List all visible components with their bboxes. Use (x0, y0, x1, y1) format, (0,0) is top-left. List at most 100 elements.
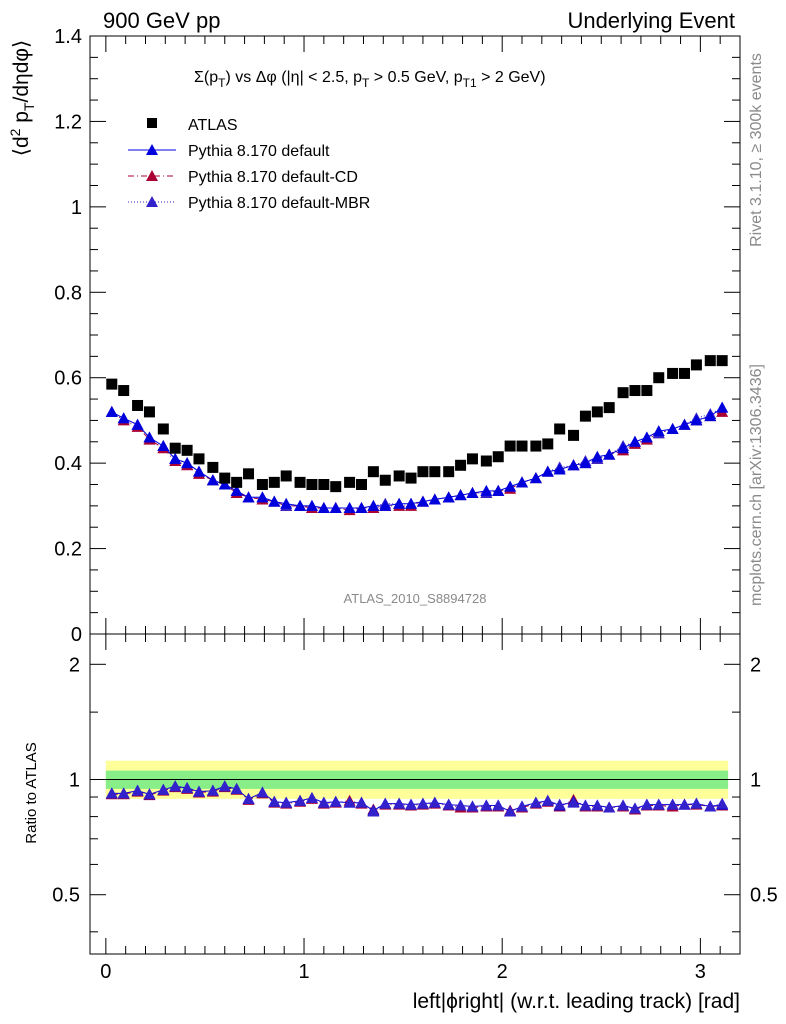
ratio-point-mbr (704, 800, 717, 812)
main-point-default (553, 463, 566, 475)
ratio-point-mbr (192, 785, 205, 797)
ratio-point-mbr (492, 799, 505, 811)
ratio-point-mbr (181, 782, 194, 794)
main-point-atlas (280, 470, 292, 482)
ratio-point-mbr (343, 796, 356, 808)
main-point-default (628, 435, 641, 447)
ratio-point-mbr (256, 786, 269, 798)
legend-label-default: Pythia 8.170 default (188, 143, 330, 160)
ratio-point-mbr (131, 784, 144, 796)
main-point-default (393, 497, 406, 509)
legend-label-cd: Pythia 8.170 default-CD (188, 169, 358, 186)
main-point-default (329, 501, 342, 513)
main-point-default (268, 495, 281, 507)
main-point-default (529, 472, 542, 484)
x-tick-label: 0 (100, 961, 111, 983)
ratio-point-mbr (480, 799, 493, 811)
ratio-point-mbr (117, 787, 130, 799)
header-left: 900 GeV pp (103, 8, 220, 33)
main-point-atlas (294, 476, 306, 488)
main-point-atlas (243, 468, 255, 480)
main-point-default (480, 484, 493, 496)
main-point-default (218, 478, 231, 490)
ratio-point-mbr (504, 805, 517, 817)
main-point-atlas (603, 402, 615, 414)
main-point-atlas (568, 429, 580, 441)
ratio-point-mbr (690, 797, 703, 809)
main-point-default (516, 476, 529, 488)
ratio-point-mbr (206, 784, 219, 796)
ratio-point-mbr (305, 791, 318, 803)
legend-label-atlas: ATLAS (188, 117, 238, 134)
main-point-default (343, 501, 356, 513)
ratio-point-mbr (591, 799, 604, 811)
main-point-atlas (268, 476, 280, 488)
main-point-default (117, 412, 130, 424)
ratio-point-mbr (579, 799, 592, 811)
main-point-atlas (455, 459, 467, 471)
main-point-atlas (417, 466, 429, 478)
main-point-default (206, 474, 219, 486)
ratio-point-mbr (454, 799, 467, 811)
ratio-y-tick-label-right: 1 (750, 770, 761, 792)
main-point-atlas (641, 385, 653, 397)
x-tick-label: 2 (497, 961, 508, 983)
ratio-point-mbr (567, 796, 580, 808)
ratio-point-mbr (218, 780, 231, 792)
main-point-atlas (219, 472, 231, 484)
main-point-default (131, 418, 144, 430)
legend-label-mbr: Pythia 8.170 default-MBR (188, 195, 370, 212)
main-title: Σ(pT) vs Δφ (|η| < 2.5, pT > 0.5 GeV, pT… (194, 69, 546, 90)
main-point-default (716, 401, 729, 413)
ratio-point-mbr (355, 796, 368, 808)
main-axis-ticks: 0 0.2 0.4 0.6 0.8 1 1.2 1.4 (54, 26, 741, 646)
main-point-default (603, 448, 616, 460)
x-axis-label: left|ϕright| (w.r.t. leading track) [rad… (413, 990, 740, 1013)
main-y-tick-label: 0.4 (54, 453, 82, 475)
ratio-point-mbr (280, 796, 293, 808)
main-y-tick-label: 1.2 (54, 111, 82, 133)
main-point-atlas (716, 355, 728, 367)
legend: ATLAS Pythia 8.170 default Pythia 8.170 … (128, 117, 370, 212)
mcplots-label: mcplots.cern.ch [arXiv:1306.3436] (748, 364, 765, 606)
main-point-default (379, 499, 392, 511)
legend-marker-default (146, 144, 158, 155)
main-point-atlas (667, 367, 679, 379)
main-point-atlas (367, 466, 379, 478)
main-point-default (428, 493, 441, 505)
rivet-label: Rivet 3.1.10, ≥ 300k events (748, 53, 765, 247)
main-point-atlas (542, 438, 554, 450)
main-point-atlas (106, 378, 118, 390)
ratio-y-tick-label-right: 0.5 (750, 885, 778, 907)
main-point-default (192, 465, 205, 477)
ratio-point-mbr (230, 782, 243, 794)
ratio-point-mbr (317, 796, 330, 808)
main-point-default (105, 405, 118, 417)
main-point-atlas (530, 440, 542, 452)
legend-marker-atlas (147, 118, 157, 128)
main-y-tick-label: 1 (71, 197, 82, 219)
ratio-y-tick-label-left: 1 (69, 770, 80, 792)
main-point-default (317, 501, 330, 513)
ratio-point-mbr (716, 797, 729, 809)
main-point-default (466, 487, 479, 499)
main-point-default (367, 499, 380, 511)
main-y-tick-label: 0.2 (54, 539, 82, 561)
main-point-atlas (629, 385, 641, 397)
main-point-atlas (504, 440, 516, 452)
main-point-default (666, 422, 679, 434)
main-point-default (305, 499, 318, 511)
ratio-point-mbr (428, 796, 441, 808)
main-point-default (169, 452, 182, 464)
main-y-tick-label: 0 (71, 624, 82, 646)
ratio-point-mbr (329, 795, 342, 807)
main-point-atlas (169, 442, 181, 454)
main-point-default (157, 440, 170, 452)
main-point-atlas (429, 466, 441, 478)
main-point-atlas (393, 470, 405, 482)
ratio-y-tick-label-right: 2 (750, 654, 761, 676)
main-point-default (541, 465, 554, 477)
ratio-point-mbr (603, 801, 616, 813)
ratio-point-mbr (466, 800, 479, 812)
